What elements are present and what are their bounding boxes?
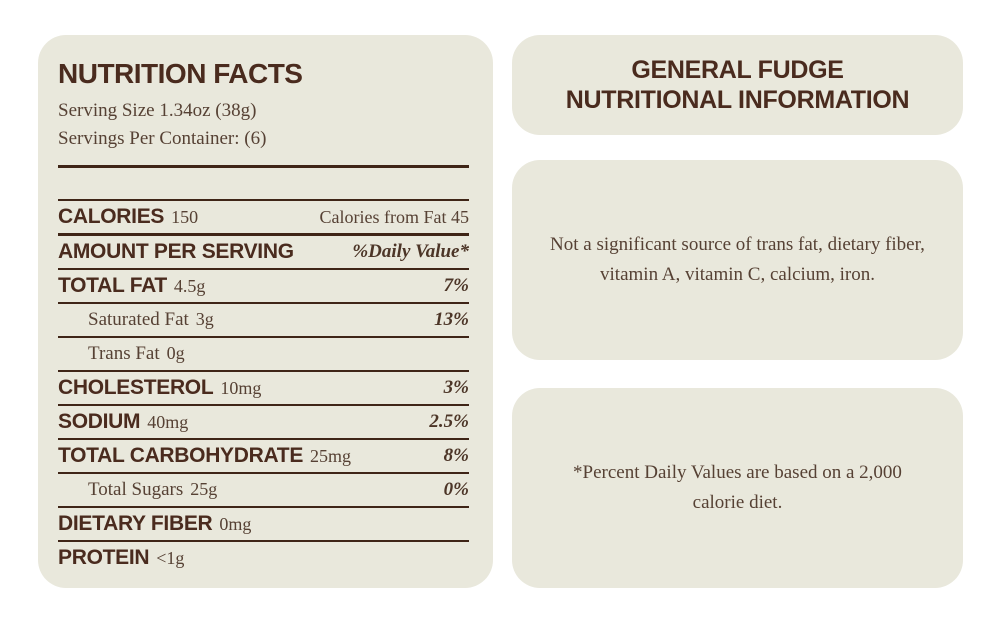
nutrition-facts-panel: NUTRITION FACTS Serving Size 1.34oz (38g… <box>38 35 493 588</box>
row-trans-fat: Trans Fat 0g <box>58 338 469 370</box>
row-value: 0mg <box>219 514 252 534</box>
spacer <box>58 168 469 199</box>
row-protein: PROTEIN <1g <box>58 542 469 574</box>
row-percent: 0% <box>443 479 469 500</box>
servings-per-container-text: Servings Per Container: (6) <box>58 128 267 149</box>
note-text-line1: *Percent Daily Values are based on a 2,0… <box>573 462 902 483</box>
row-percent: 8% <box>443 445 469 466</box>
general-info-title-line2: NUTRITIONAL INFORMATION <box>565 86 910 114</box>
general-info-header-card: GENERAL FUDGE NUTRITIONAL INFORMATION <box>512 35 963 135</box>
divider <box>58 336 469 338</box>
row-label: Total Sugars <box>88 479 184 500</box>
divider-thick <box>58 233 469 236</box>
row-total-carbohydrate: TOTAL CARBOHYDRATE 25mg 8% <box>58 440 469 472</box>
row-saturated-fat: Saturated Fat 3g 13% <box>58 304 469 336</box>
row-label: SODIUM <box>58 410 141 433</box>
row-sodium: SODIUM 40mg 2.5% <box>58 406 469 438</box>
divider <box>58 506 469 508</box>
note-text-line1: Not a significant source of trans fat, d… <box>550 234 925 255</box>
divider <box>58 268 469 270</box>
row-dietary-fiber: DIETARY FIBER 0mg <box>58 508 469 540</box>
row-label: Trans Fat <box>88 343 160 364</box>
row-label: DIETARY FIBER <box>58 512 213 535</box>
row-calories: CALORIES 150 Calories from Fat 45 <box>58 201 469 233</box>
row-value: 0g <box>166 343 185 363</box>
row-value: <1g <box>156 548 185 568</box>
divider-thick <box>58 165 469 168</box>
divider <box>58 438 469 440</box>
row-value: 25mg <box>310 446 352 466</box>
row-percent: 7% <box>443 275 469 296</box>
row-label: CALORIES <box>58 205 165 228</box>
row-label: TOTAL CARBOHYDRATE <box>58 444 304 467</box>
divider <box>58 472 469 474</box>
row-total-fat: TOTAL FAT 4.5g 7% <box>58 270 469 302</box>
divider <box>58 404 469 406</box>
row-percent: 2.5% <box>429 411 469 432</box>
row-label: PROTEIN <box>58 546 150 569</box>
row-value: 10mg <box>220 378 262 398</box>
row-cholesterol: CHOLESTEROL 10mg 3% <box>58 372 469 404</box>
row-right-text: %Daily Value* <box>352 241 469 262</box>
divider <box>58 370 469 372</box>
row-label: Saturated Fat <box>88 309 189 330</box>
note-text-line2: vitamin A, vitamin C, calcium, iron. <box>600 264 875 285</box>
row-label: CHOLESTEROL <box>58 376 214 399</box>
row-value: 3g <box>195 309 214 329</box>
divider <box>58 199 469 201</box>
row-value: 40mg <box>147 412 189 432</box>
note-text-line2: calorie diet. <box>692 492 783 513</box>
nutrition-facts-title: NUTRITION FACTS <box>58 58 303 89</box>
row-amount-per-serving: AMOUNT PER SERVING %Daily Value* <box>58 236 469 268</box>
divider <box>58 540 469 542</box>
row-value: 4.5g <box>173 276 206 296</box>
row-value: 150 <box>171 207 199 227</box>
daily-values-note-card: *Percent Daily Values are based on a 2,0… <box>512 388 963 588</box>
row-label: AMOUNT PER SERVING <box>58 240 294 263</box>
serving-info: Serving Size 1.34oz (38g) Servings Per C… <box>58 97 469 153</box>
row-value: 25g <box>190 479 218 499</box>
row-percent: 13% <box>434 309 469 330</box>
row-right-text: Calories from Fat 45 <box>319 206 469 227</box>
row-label: TOTAL FAT <box>58 274 167 297</box>
not-significant-source-card: Not a significant source of trans fat, d… <box>512 160 963 360</box>
divider <box>58 302 469 304</box>
serving-size-text: Serving Size 1.34oz (38g) <box>58 100 257 121</box>
general-info-column: GENERAL FUDGE NUTRITIONAL INFORMATION No… <box>512 35 963 588</box>
general-info-title-line1: GENERAL FUDGE <box>631 56 844 84</box>
row-percent: 3% <box>443 377 469 398</box>
row-total-sugars: Total Sugars 25g 0% <box>58 474 469 506</box>
